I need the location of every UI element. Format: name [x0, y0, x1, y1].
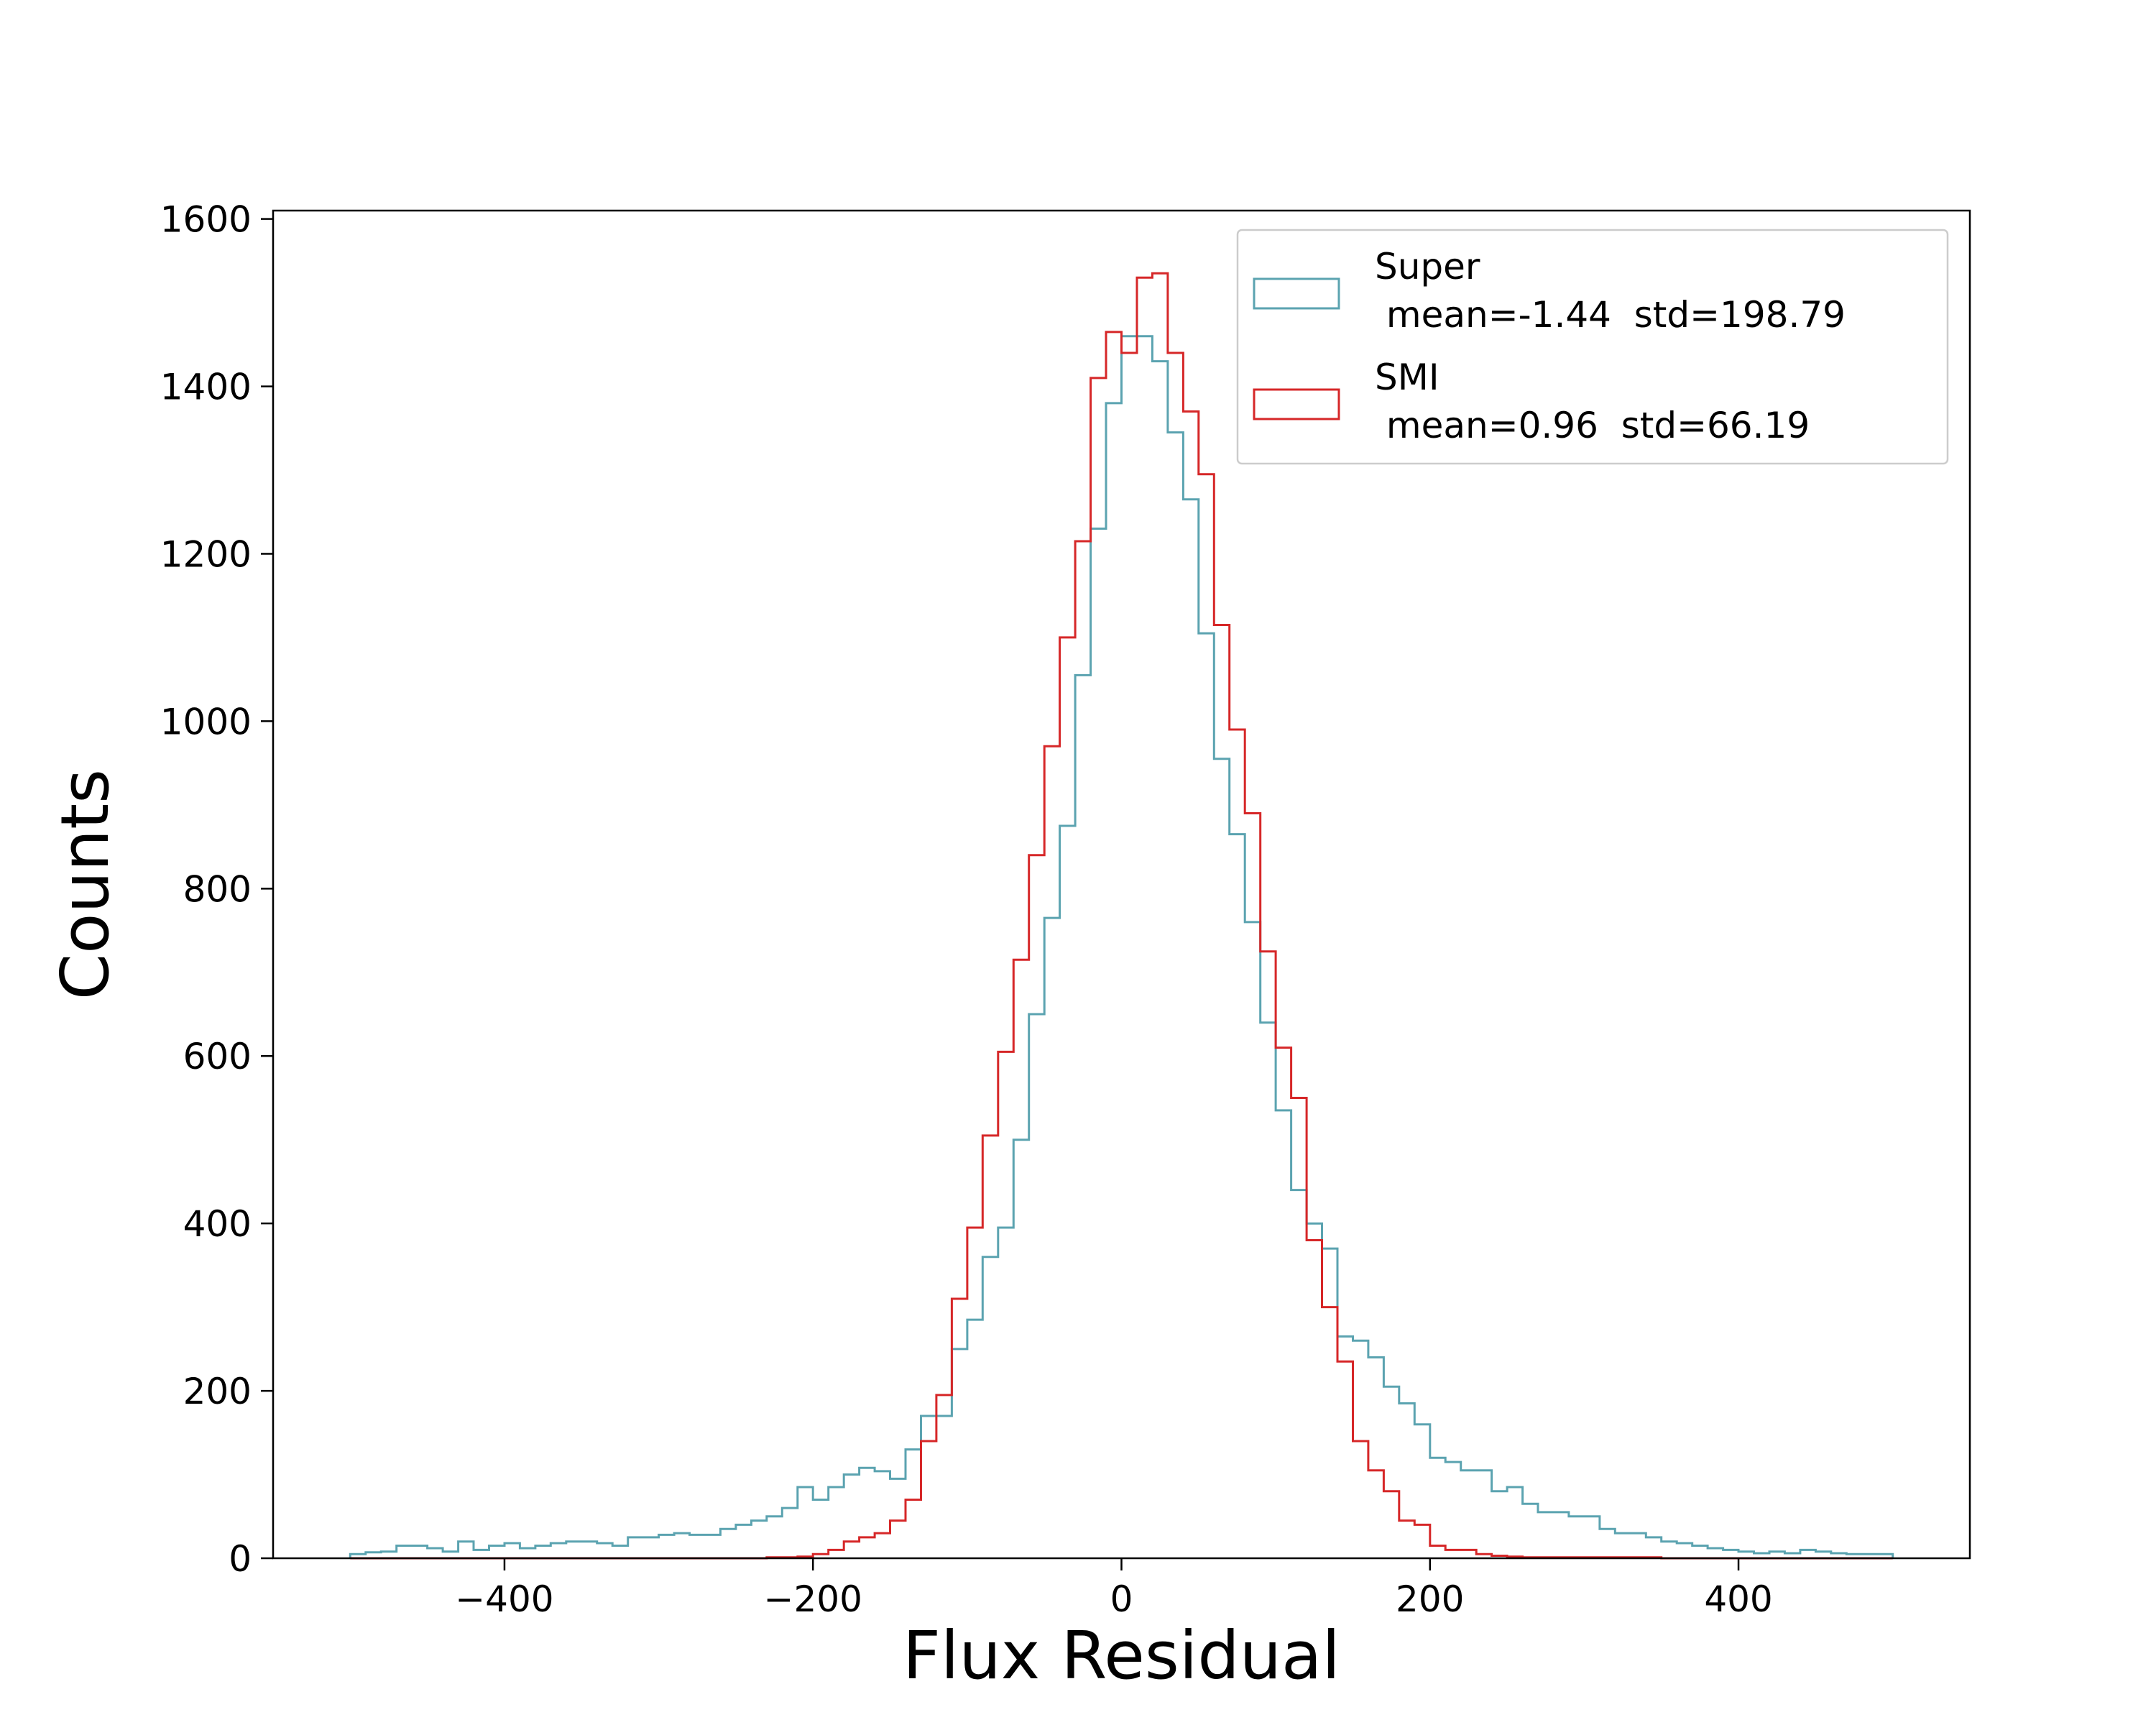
y-tick-label: 200 — [183, 1371, 252, 1412]
x-tick-label: 200 — [1396, 1578, 1464, 1620]
y-tick-label: 800 — [183, 868, 252, 910]
y-tick-label: 1600 — [160, 199, 252, 241]
y-axis-title: Counts — [47, 769, 124, 1000]
x-tick-label: −200 — [764, 1578, 862, 1620]
legend-label-super: Super — [1375, 246, 1480, 288]
x-tick-label: −400 — [455, 1578, 553, 1620]
y-tick-label: 1200 — [160, 533, 252, 575]
series-super-histogram — [349, 335, 1894, 1558]
legend: Super mean=-1.44 std=198.79 SMI mean=0.9… — [1236, 229, 1949, 465]
y-tick-label: 600 — [183, 1036, 252, 1077]
y-tick-label: 1000 — [160, 701, 252, 742]
legend-swatch-super — [1253, 277, 1340, 310]
x-tick-label: 400 — [1704, 1578, 1772, 1620]
legend-stats-super: mean=-1.44 std=198.79 — [1375, 294, 1846, 336]
y-tick-label: 400 — [183, 1203, 252, 1245]
legend-swatch-smi — [1253, 388, 1340, 420]
x-tick-label: 0 — [1110, 1578, 1133, 1620]
y-tick-label: 1400 — [160, 367, 252, 408]
y-axis: 0 200 400 600 800 1000 1200 1400 1600 — [160, 199, 273, 1580]
x-axis: −400 −200 0 200 400 — [455, 1558, 1773, 1620]
legend-box — [1236, 229, 1949, 465]
x-axis-title: Flux Residual — [903, 1617, 1340, 1694]
legend-label-smi: SMI — [1375, 356, 1439, 398]
y-tick-label: 0 — [229, 1538, 252, 1580]
legend-stats-smi: mean=0.96 std=66.19 — [1375, 405, 1810, 446]
